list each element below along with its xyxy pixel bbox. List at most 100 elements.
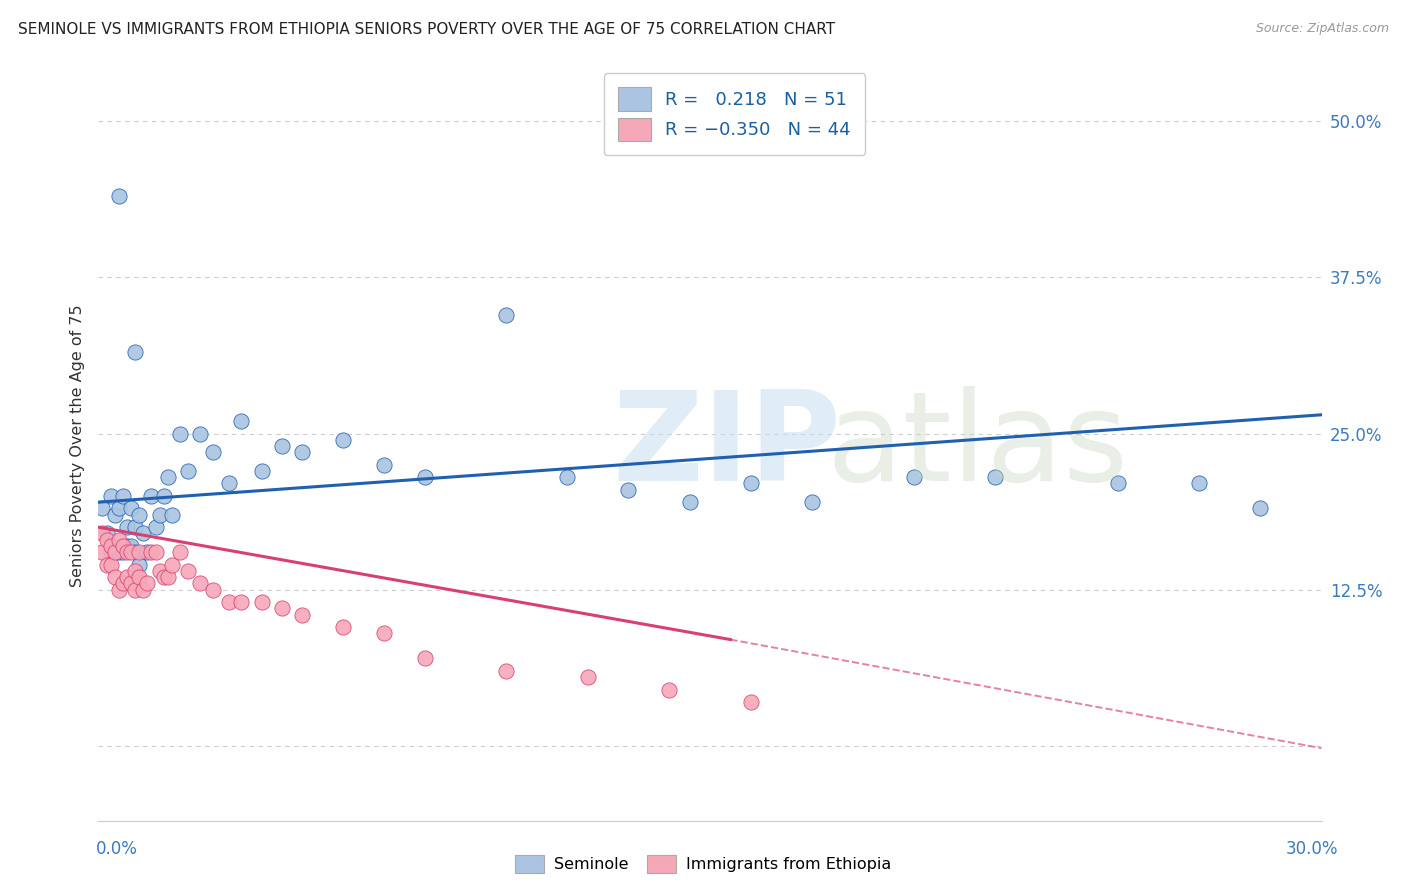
Point (231, 595, 253, 609)
Legend: Seminole, Immigrants from Ethiopia: Seminole, Immigrants from Ethiopia (509, 848, 897, 880)
Point (124, 520, 146, 534)
Point (128, 558, 150, 572)
Point (413, 470, 436, 484)
Point (903, 470, 925, 484)
Point (740, 476, 762, 491)
Point (141, 545, 163, 559)
Point (160, 558, 183, 572)
Point (1188, 476, 1211, 491)
Point (218, 476, 240, 491)
Point (555, 470, 579, 484)
Point (120, 576, 142, 591)
Point (132, 526, 155, 541)
Point (270, 439, 294, 453)
Point (145, 520, 167, 534)
Point (145, 545, 167, 559)
Point (332, 433, 354, 447)
Point (1107, 476, 1129, 491)
Point (128, 545, 150, 559)
Point (132, 582, 155, 597)
Point (111, 539, 134, 553)
Point (156, 470, 179, 484)
Point (96, 526, 118, 541)
Point (115, 520, 138, 534)
Point (617, 483, 640, 497)
Point (111, 489, 134, 503)
Text: atlas: atlas (827, 385, 1129, 507)
Point (100, 489, 122, 503)
Point (149, 508, 172, 522)
Point (291, 607, 314, 622)
Point (96, 558, 118, 572)
Point (169, 426, 191, 441)
Point (201, 582, 224, 597)
Point (495, 308, 517, 322)
Point (108, 582, 131, 597)
Point (115, 539, 138, 553)
Point (250, 464, 273, 478)
Point (177, 464, 200, 478)
Point (96, 533, 118, 547)
Point (1249, 501, 1271, 516)
Point (100, 545, 122, 559)
Point (124, 582, 146, 597)
Point (104, 508, 127, 522)
Point (91, 545, 114, 559)
Point (111, 576, 134, 591)
Point (104, 570, 127, 584)
Text: ZIP: ZIP (612, 385, 841, 507)
Point (413, 651, 436, 665)
Point (740, 695, 762, 709)
Point (108, 501, 131, 516)
Point (658, 682, 681, 697)
Point (108, 533, 131, 547)
Point (373, 626, 395, 640)
Text: 30.0%: 30.0% (1286, 840, 1339, 858)
Point (104, 545, 127, 559)
Point (160, 508, 183, 522)
Point (218, 595, 240, 609)
Point (679, 495, 702, 509)
Point (495, 664, 517, 678)
Point (91, 526, 114, 541)
Point (984, 470, 1007, 484)
Point (115, 545, 138, 559)
Point (124, 564, 146, 578)
Point (188, 576, 212, 591)
Point (373, 458, 395, 472)
Point (152, 489, 174, 503)
Point (115, 570, 138, 584)
Point (128, 508, 150, 522)
Point (291, 445, 314, 459)
Point (120, 545, 142, 559)
Point (201, 445, 224, 459)
Point (136, 576, 159, 591)
Point (576, 670, 599, 684)
Text: 0.0%: 0.0% (96, 840, 138, 858)
Text: SEMINOLE VS IMMIGRANTS FROM ETHIOPIA SENIORS POVERTY OVER THE AGE OF 75 CORRELAT: SEMINOLE VS IMMIGRANTS FROM ETHIOPIA SEN… (18, 22, 835, 37)
Point (177, 564, 200, 578)
Point (231, 414, 253, 428)
Point (108, 545, 131, 559)
Y-axis label: Seniors Poverty Over the Age of 75: Seniors Poverty Over the Age of 75 (69, 305, 84, 587)
Point (270, 601, 294, 615)
Point (91, 501, 114, 516)
Point (104, 545, 127, 559)
Point (152, 570, 174, 584)
Point (149, 564, 172, 578)
Point (188, 426, 212, 441)
Point (801, 495, 824, 509)
Point (100, 539, 122, 553)
Point (136, 545, 159, 559)
Point (120, 539, 142, 553)
Point (332, 620, 354, 634)
Point (141, 489, 163, 503)
Point (124, 345, 146, 359)
Point (108, 189, 131, 203)
Point (124, 545, 146, 559)
Point (250, 595, 273, 609)
Text: Source: ZipAtlas.com: Source: ZipAtlas.com (1256, 22, 1389, 36)
Point (100, 558, 122, 572)
Point (156, 570, 179, 584)
Point (128, 570, 150, 584)
